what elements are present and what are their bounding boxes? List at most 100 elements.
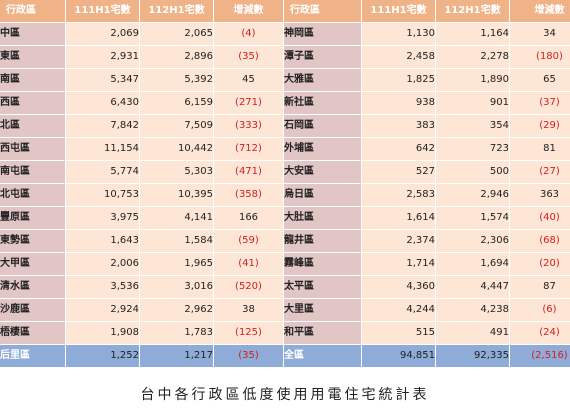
district-name: 潭子區 — [284, 46, 362, 69]
count-111h1: 642 — [362, 138, 436, 161]
change-value: (520) — [214, 276, 284, 299]
count-112h1: 500 — [436, 161, 510, 184]
count-112h1: 4,238 — [436, 299, 510, 322]
change-value: 166 — [214, 207, 284, 230]
count-111h1: 4,244 — [362, 299, 436, 322]
table-row: 北屯區 10,753 10,395 (358) 烏日區 2,583 2,946 363 — [0, 184, 570, 207]
count-111h1: 383 — [362, 115, 436, 138]
change-value: (358) — [214, 184, 284, 207]
count-111h1: 2,931 — [66, 46, 140, 69]
count-111h1: 1,643 — [66, 230, 140, 253]
district-statistics-table: 行政區 111H1宅數 112H1宅數 增減數 行政區 111H1宅數 112H… — [0, 0, 570, 368]
count-111h1: 1,130 — [362, 23, 436, 46]
district-name: 龍井區 — [284, 230, 362, 253]
count-111h1: 1,908 — [66, 322, 140, 345]
change-value: (20) — [510, 253, 570, 276]
district-name: 太平區 — [284, 276, 362, 299]
column-header-112h1: 112H1宅數 — [436, 0, 510, 23]
change-value: (4) — [214, 23, 284, 46]
count-111h1: 938 — [362, 92, 436, 115]
count-112h1: 4,141 — [140, 207, 214, 230]
count-112h1: 1,965 — [140, 253, 214, 276]
count-111h1: 2,458 — [362, 46, 436, 69]
change-value: 81 — [510, 138, 570, 161]
table-row: 南區 5,347 5,392 45 大雅區 1,825 1,890 65 — [0, 69, 570, 92]
district-name: 西區 — [0, 92, 66, 115]
change-value: (471) — [214, 161, 284, 184]
district-name: 東區 — [0, 46, 66, 69]
count-112h1: 1,164 — [436, 23, 510, 46]
district-name: 沙鹿區 — [0, 299, 66, 322]
count-111h1: 2,006 — [66, 253, 140, 276]
district-name: 大甲區 — [0, 253, 66, 276]
district-name: 大里區 — [284, 299, 362, 322]
count-112h1: 7,509 — [140, 115, 214, 138]
count-112h1: 1,694 — [436, 253, 510, 276]
count-112h1: 92,335 — [436, 345, 510, 368]
count-112h1: 10,395 — [140, 184, 214, 207]
count-111h1: 2,374 — [362, 230, 436, 253]
count-112h1: 1,783 — [140, 322, 214, 345]
district-name: 石岡區 — [284, 115, 362, 138]
table-row: 南屯區 5,774 5,303 (471) 大安區 527 500 (27) — [0, 161, 570, 184]
change-value: (333) — [214, 115, 284, 138]
column-header-111h1: 111H1宅數 — [362, 0, 436, 23]
count-112h1: 10,442 — [140, 138, 214, 161]
district-name: 東勢區 — [0, 230, 66, 253]
table-row: 豐原區 3,975 4,141 166 大肚區 1,614 1,574 (40) — [0, 207, 570, 230]
count-111h1: 2,924 — [66, 299, 140, 322]
count-112h1: 2,306 — [436, 230, 510, 253]
column-header-change: 增減數 — [214, 0, 284, 23]
count-111h1: 4,360 — [362, 276, 436, 299]
column-header-change: 增減數 — [510, 0, 570, 23]
change-value: (37) — [510, 92, 570, 115]
district-name: 霧峰區 — [284, 253, 362, 276]
count-111h1: 6,430 — [66, 92, 140, 115]
district-name: 西屯區 — [0, 138, 66, 161]
change-value: (6) — [510, 299, 570, 322]
column-header-district: 行政區 — [284, 0, 362, 23]
change-value: (35) — [214, 345, 284, 368]
change-value: 87 — [510, 276, 570, 299]
table-row: 西區 6,430 6,159 (271) 新社區 938 901 (37) — [0, 92, 570, 115]
count-112h1: 2,278 — [436, 46, 510, 69]
district-name: 外埔區 — [284, 138, 362, 161]
change-value: 363 — [510, 184, 570, 207]
column-header-111h1: 111H1宅數 — [66, 0, 140, 23]
district-name: 北區 — [0, 115, 66, 138]
district-name: 神岡區 — [284, 23, 362, 46]
district-name: 和平區 — [284, 322, 362, 345]
change-value: (68) — [510, 230, 570, 253]
change-value: (24) — [510, 322, 570, 345]
count-112h1: 4,447 — [436, 276, 510, 299]
count-112h1: 723 — [436, 138, 510, 161]
change-value: (712) — [214, 138, 284, 161]
change-value: (125) — [214, 322, 284, 345]
count-112h1: 1,217 — [140, 345, 214, 368]
count-112h1: 1,584 — [140, 230, 214, 253]
count-112h1: 2,896 — [140, 46, 214, 69]
count-112h1: 5,392 — [140, 69, 214, 92]
district-name: 大安區 — [284, 161, 362, 184]
count-111h1: 5,347 — [66, 69, 140, 92]
district-name: 大肚區 — [284, 207, 362, 230]
header-row: 行政區 111H1宅數 112H1宅數 增減數 行政區 111H1宅數 112H… — [0, 0, 570, 23]
table-row: 中區 2,069 2,065 (4) 神岡區 1,130 1,164 34 — [0, 23, 570, 46]
count-111h1: 3,536 — [66, 276, 140, 299]
table-row: 沙鹿區 2,924 2,962 38 大里區 4,244 4,238 (6) — [0, 299, 570, 322]
table-row: 后里區 1,252 1,217 (35) 全區 94,851 92,335 (2,516) — [0, 345, 570, 368]
count-111h1: 10,753 — [66, 184, 140, 207]
count-111h1: 7,842 — [66, 115, 140, 138]
change-value: 45 — [214, 69, 284, 92]
district-name: 新社區 — [284, 92, 362, 115]
table-row: 大甲區 2,006 1,965 (41) 霧峰區 1,714 1,694 (20) — [0, 253, 570, 276]
count-112h1: 2,962 — [140, 299, 214, 322]
district-name: 全區 — [284, 345, 362, 368]
count-111h1: 1,825 — [362, 69, 436, 92]
count-112h1: 1,890 — [436, 69, 510, 92]
district-name: 后里區 — [0, 345, 66, 368]
count-111h1: 515 — [362, 322, 436, 345]
change-value: (40) — [510, 207, 570, 230]
count-111h1: 3,975 — [66, 207, 140, 230]
